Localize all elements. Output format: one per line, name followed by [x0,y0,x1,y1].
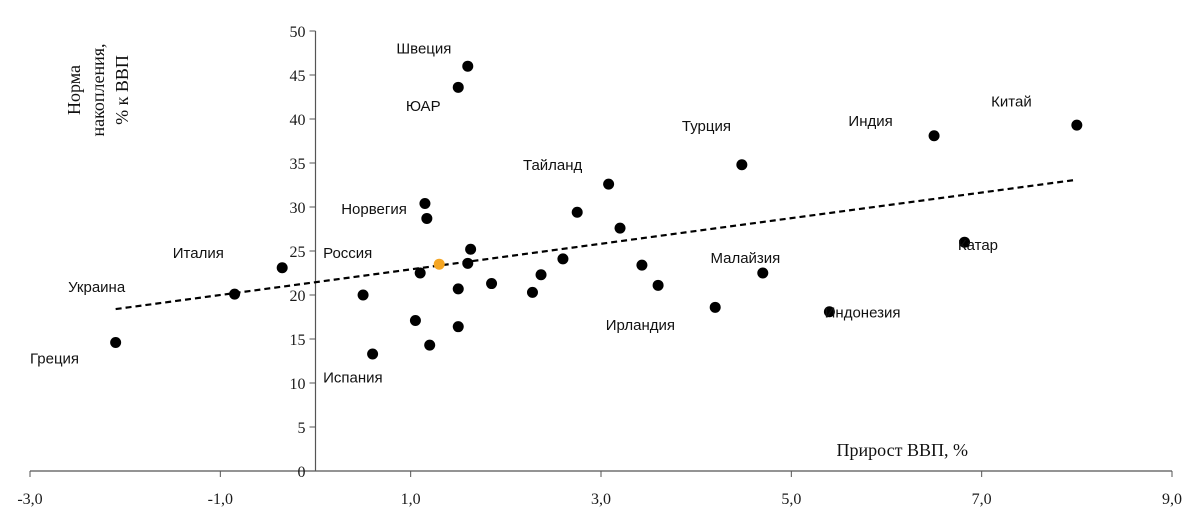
trendline [115,178,1077,311]
y-tick-label: 45 [290,68,306,85]
point-annotation: Малайзия [710,250,780,267]
x-tick-label: -1,0 [208,491,233,508]
point-annotation: Ирландия [606,317,675,334]
y-axis-title-line-3: % к ВВП [112,55,132,125]
data-point [462,257,474,269]
data-point [229,288,241,300]
y-tick-label: 20 [290,288,306,305]
x-tick-label: 3,0 [591,491,611,508]
data-point [928,130,940,142]
axes: -3,0 -1,0 1,0 3,0 5,0 7,0 9,0 0 5 10 15 20 25 30 35 40 4… [17,24,1182,508]
data-point [452,321,464,333]
y-tick-label: 0 [298,464,306,481]
point-annotation: Россия [323,245,372,262]
y-tick-label: 10 [290,376,306,393]
data-point [571,206,583,218]
point-annotation: Тайланд [523,157,583,174]
data-point [486,278,498,290]
x-axis-title: Прирост ВВП, % [837,440,968,460]
y-tick-label: 40 [290,112,306,129]
point-annotation: ЮАР [406,98,441,115]
data-point [367,348,379,360]
trendline-group [115,178,1077,311]
y-axis-title-line-2: накопления, [88,43,108,136]
x-tick-label: 5,0 [781,491,801,508]
data-point [465,243,477,255]
point-annotation: Греция [30,350,79,367]
data-point [652,279,664,291]
x-tick-label: -3,0 [17,491,42,508]
point-annotation: Италия [173,245,224,262]
point-annotation: Индия [848,113,892,130]
point-annotation: Катар [958,237,998,254]
data-point-highlight [433,258,445,270]
data-point [636,259,648,271]
y-tick-label: 50 [290,24,306,41]
data-point [421,212,433,224]
data-point [614,222,626,234]
y-tick-label: 30 [290,200,306,217]
point-annotation: Швеция [396,41,451,58]
data-point [414,267,426,279]
data-point [419,197,431,209]
annotations-group: Швеция ЮАР Индия Китай Турция Тайланд Норвегия… [30,41,1032,387]
data-point [757,267,769,279]
point-annotation: Норвегия [341,201,407,218]
point-annotation: Турция [682,118,731,135]
points-group [110,60,1083,360]
data-point [409,315,421,327]
data-point [276,262,288,274]
data-point [603,178,615,190]
y-tick-label: 5 [298,420,306,437]
data-point [424,339,436,351]
x-tick-label: 7,0 [972,491,992,508]
data-point [452,283,464,295]
data-point [357,289,369,301]
data-point [736,159,748,171]
point-annotation: Китай [991,93,1032,110]
data-point [452,81,464,93]
point-annotation: Испания [323,370,383,387]
point-annotation: Индонезия [825,305,901,322]
y-tick-label: 25 [290,244,306,261]
data-point [535,269,547,281]
data-point [110,337,122,349]
data-point [526,286,538,298]
y-tick-label: 15 [290,332,306,349]
data-point [1071,119,1083,131]
y-axis-title: Норма накопления, % к ВВП [64,43,132,136]
y-tick-label: 35 [290,156,306,173]
data-point [709,301,721,313]
data-point [557,253,569,265]
data-point [959,236,971,248]
data-point [462,60,474,72]
y-axis-title-line-1: Норма [64,65,84,115]
x-tick-label: 1,0 [401,491,421,508]
data-point [823,306,835,318]
x-tick-label: 9,0 [1162,491,1182,508]
point-annotation: Украина [68,279,126,296]
